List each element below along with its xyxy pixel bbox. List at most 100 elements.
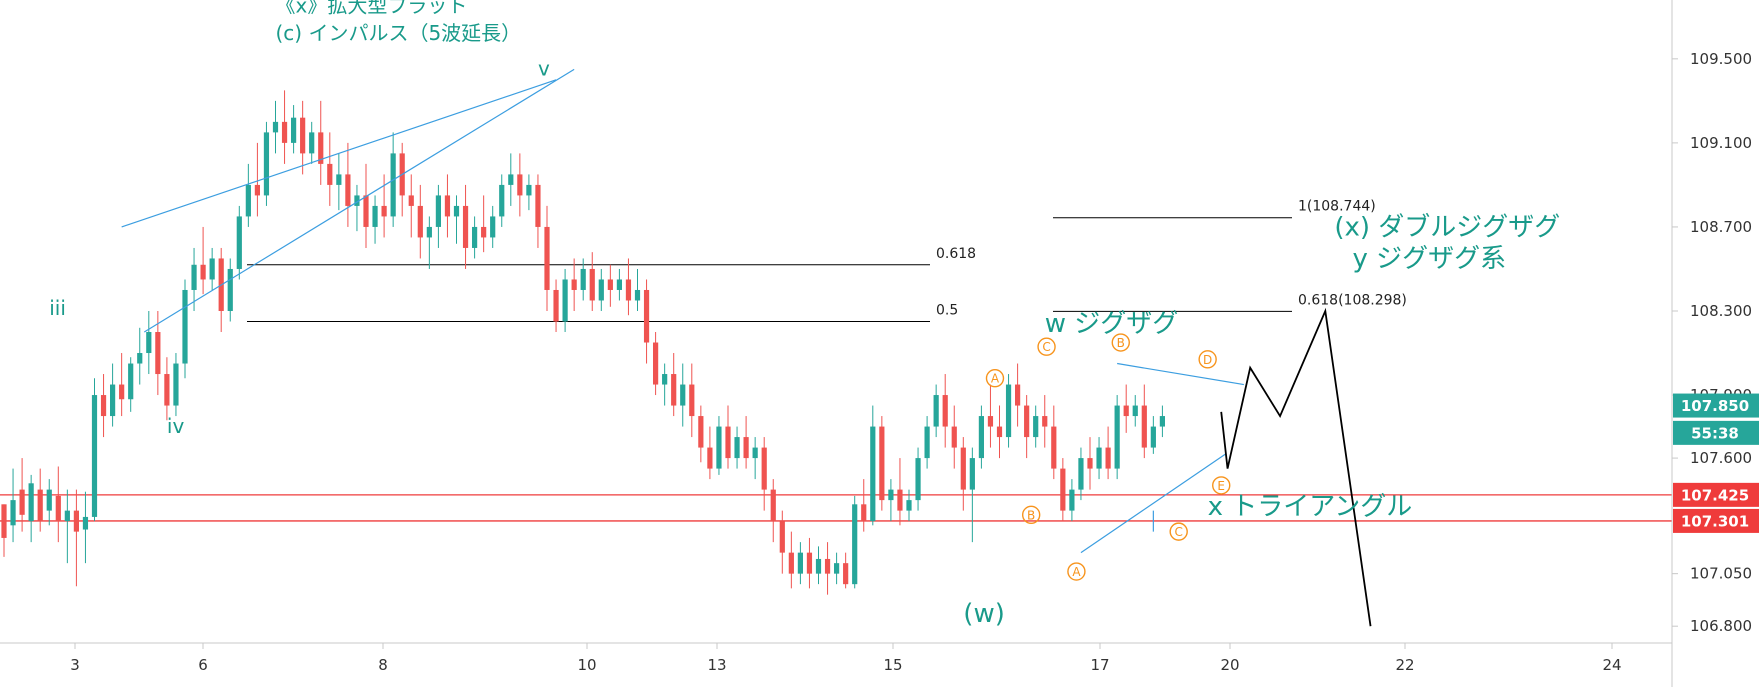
price-tag-bg <box>1673 393 1759 418</box>
candle-body <box>426 226 432 238</box>
circle-outline <box>985 369 1005 388</box>
candle <box>254 142 260 217</box>
candle-body <box>1069 489 1075 511</box>
candle <box>662 363 668 406</box>
circle-wave-label: D <box>1198 350 1217 369</box>
candle <box>336 153 342 211</box>
candle-body <box>689 384 695 417</box>
candle-body <box>761 447 767 490</box>
candle <box>291 105 297 154</box>
candle <box>1042 395 1048 448</box>
candle-body <box>1159 416 1165 427</box>
candle-body <box>634 289 641 301</box>
circle-outline <box>1169 522 1188 541</box>
candle <box>209 247 215 290</box>
candle <box>978 405 984 469</box>
candle <box>345 142 351 227</box>
wave-label: (x) ダブルジグザグ <box>1334 212 1560 242</box>
candle-body <box>381 205 387 217</box>
candle-body <box>1033 416 1039 438</box>
candle-body <box>725 426 731 459</box>
candle <box>562 268 568 333</box>
candle-body <box>1132 405 1138 417</box>
candle <box>770 479 776 543</box>
candle <box>734 426 740 469</box>
candle <box>1060 458 1066 522</box>
candle-body <box>1005 384 1012 438</box>
candle-body <box>643 289 650 343</box>
candle <box>399 142 405 217</box>
candle <box>761 437 767 511</box>
candle <box>1005 374 1012 448</box>
candle <box>444 174 451 238</box>
candle <box>1024 395 1030 459</box>
candle-body <box>942 395 948 427</box>
candle <box>46 479 52 526</box>
price-tag-label: 107.301 <box>1681 512 1749 530</box>
candle <box>824 542 831 595</box>
candle <box>698 405 704 463</box>
candle <box>725 405 731 469</box>
candle <box>128 357 134 412</box>
circle-letter: B <box>1027 508 1035 522</box>
time-axis[interactable]: 3 6 8 10 13 15 17 20 22 24 <box>70 643 1622 674</box>
candle-body <box>870 426 876 522</box>
price-tag-label: 107.850 <box>1681 397 1749 415</box>
candle <box>589 252 595 311</box>
candle <box>363 163 369 248</box>
candle-body <box>490 216 496 238</box>
price-tag-bg <box>1673 508 1759 533</box>
candle <box>82 491 89 564</box>
candle-body <box>716 426 722 469</box>
price-tag: 107.425 <box>1673 482 1759 507</box>
candle-body <box>281 121 288 143</box>
candle <box>453 195 460 244</box>
circle-letter: C <box>1174 525 1182 539</box>
candle <box>272 100 279 154</box>
candle-body <box>1060 468 1066 511</box>
candle-body <box>462 205 469 248</box>
candle-body <box>1 504 7 538</box>
candle-body <box>1051 426 1057 469</box>
candle <box>462 184 469 269</box>
candle-body <box>843 563 849 585</box>
candle <box>671 353 677 417</box>
candle <box>300 100 306 175</box>
candle-body <box>653 342 659 385</box>
wave-trendline <box>143 68 575 333</box>
candle-body <box>272 121 279 133</box>
candle <box>1132 395 1138 427</box>
wave-label: iv <box>167 414 185 438</box>
candlesticks <box>1 90 1165 595</box>
fib-level-label: 1(108.744) <box>1298 199 1376 215</box>
candle-body <box>182 289 188 364</box>
candle <box>987 384 994 448</box>
candle <box>73 489 79 587</box>
candle <box>146 310 152 375</box>
price-tick-label: 109.500 <box>1690 50 1752 68</box>
candle-body <box>472 226 478 248</box>
fib-level-label: 0.618(108.298) <box>1298 292 1407 308</box>
candle-body <box>987 416 994 427</box>
candle-body <box>562 279 568 322</box>
circle-wave-label: C <box>1169 522 1188 541</box>
candle <box>1051 405 1057 480</box>
candle-body <box>209 258 215 280</box>
candle <box>653 332 659 396</box>
candle-body <box>435 195 441 227</box>
candle <box>996 405 1003 459</box>
candle <box>752 437 758 480</box>
candle-body <box>372 205 378 227</box>
candle-body <box>1087 458 1093 469</box>
wave-trendline <box>1080 453 1227 554</box>
candle <box>1105 426 1111 480</box>
fib-level-label: 0.618 <box>936 246 976 262</box>
candle <box>236 205 242 280</box>
candle-body <box>535 184 541 227</box>
candle <box>281 90 288 164</box>
candle <box>435 184 441 248</box>
wave-label: x トライアングル <box>1208 492 1413 522</box>
candle <box>517 153 523 217</box>
